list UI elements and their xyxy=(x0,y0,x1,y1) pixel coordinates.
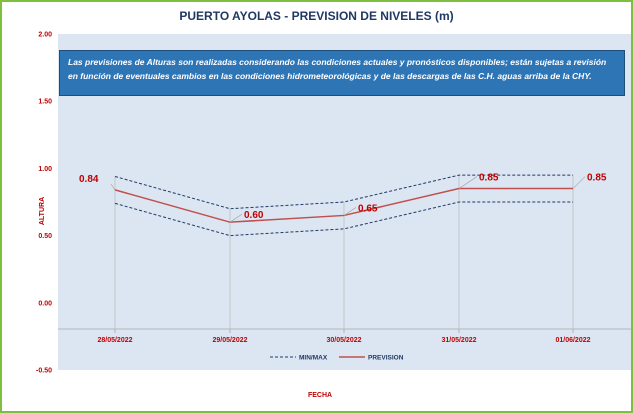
x-axis-title: FECHA xyxy=(308,392,332,399)
y-tick-label: 0.00 xyxy=(38,300,52,307)
data-label-leader xyxy=(110,183,116,191)
data-label: 0.85 xyxy=(587,173,607,184)
x-tick-label: 30/05/2022 xyxy=(326,337,361,344)
x-tick-label: 28/05/2022 xyxy=(97,337,132,344)
x-tick-label: 29/05/2022 xyxy=(212,337,247,344)
y-tick-label: 2.00 xyxy=(38,32,52,39)
data-label-leader xyxy=(458,176,478,189)
y-tick-label: 0.50 xyxy=(38,233,52,240)
y-tick-label: -0.50 xyxy=(36,368,52,375)
y-axis-title: ALTURA xyxy=(39,197,46,225)
data-label: 0.60 xyxy=(244,210,264,221)
data-label: 0.85 xyxy=(479,173,499,184)
data-label-leader xyxy=(572,176,586,189)
forecast-disclaimer-note: Las previsiones de Alturas son realizada… xyxy=(59,50,625,96)
chart-title: PUERTO AYOLAS - PREVISION DE NIVELES (m) xyxy=(179,9,454,23)
y-tick-label: 1.50 xyxy=(38,99,52,106)
data-label-leader xyxy=(343,207,357,216)
x-tick-label: 31/05/2022 xyxy=(441,337,476,344)
data-label: 0.84 xyxy=(79,174,99,185)
y-tick-label: 1.00 xyxy=(38,166,52,173)
data-label-leader xyxy=(229,213,243,223)
data-label: 0.65 xyxy=(358,203,378,214)
legend-prevision-label: PREVISION xyxy=(368,355,404,362)
legend-minmax-label: MIN/MAX xyxy=(299,355,328,362)
x-tick-label: 01/06/2022 xyxy=(555,337,590,344)
